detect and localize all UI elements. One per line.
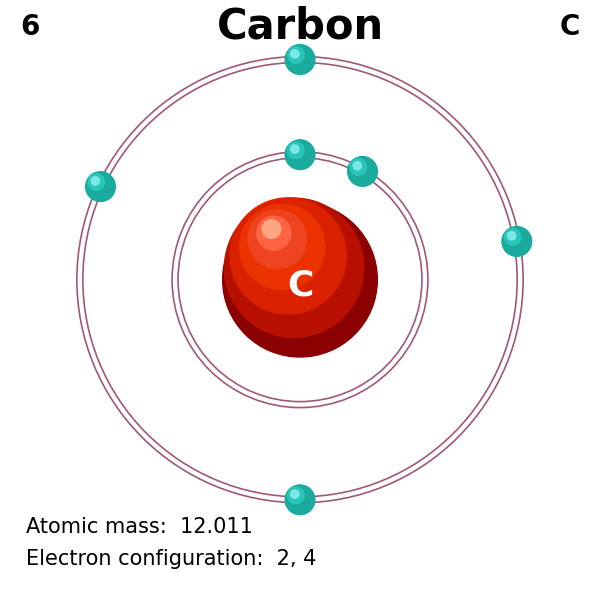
Circle shape — [230, 198, 346, 314]
Circle shape — [290, 49, 299, 58]
Text: Carbon: Carbon — [217, 6, 383, 48]
Circle shape — [91, 177, 100, 185]
Circle shape — [508, 231, 516, 240]
Circle shape — [88, 174, 104, 190]
Circle shape — [505, 229, 521, 245]
Circle shape — [287, 142, 304, 158]
Circle shape — [287, 487, 304, 503]
Text: 6: 6 — [20, 12, 40, 41]
Circle shape — [502, 227, 532, 256]
Text: Electron configuration:  2, 4: Electron configuration: 2, 4 — [26, 549, 317, 569]
Circle shape — [86, 172, 115, 202]
Circle shape — [347, 156, 377, 186]
Circle shape — [290, 490, 299, 499]
Circle shape — [353, 162, 361, 170]
Circle shape — [287, 47, 304, 63]
Circle shape — [285, 140, 315, 170]
Text: C: C — [287, 268, 313, 303]
Circle shape — [290, 145, 299, 154]
Text: Atomic mass:  12.011: Atomic mass: 12.011 — [26, 516, 253, 537]
Circle shape — [257, 216, 291, 250]
Circle shape — [285, 45, 315, 74]
Circle shape — [248, 210, 307, 268]
Circle shape — [223, 202, 377, 357]
Circle shape — [224, 198, 364, 337]
Circle shape — [262, 220, 281, 239]
Text: C: C — [559, 12, 580, 41]
Circle shape — [285, 485, 315, 515]
Circle shape — [350, 159, 367, 175]
Circle shape — [239, 204, 325, 289]
